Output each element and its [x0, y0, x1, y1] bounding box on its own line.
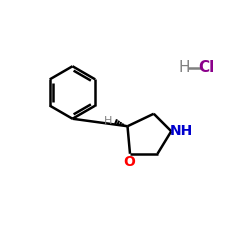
Text: NH: NH	[170, 124, 194, 138]
Text: O: O	[123, 156, 135, 170]
Text: Cl: Cl	[198, 60, 214, 75]
Text: H: H	[104, 116, 112, 126]
Text: H: H	[178, 60, 190, 75]
